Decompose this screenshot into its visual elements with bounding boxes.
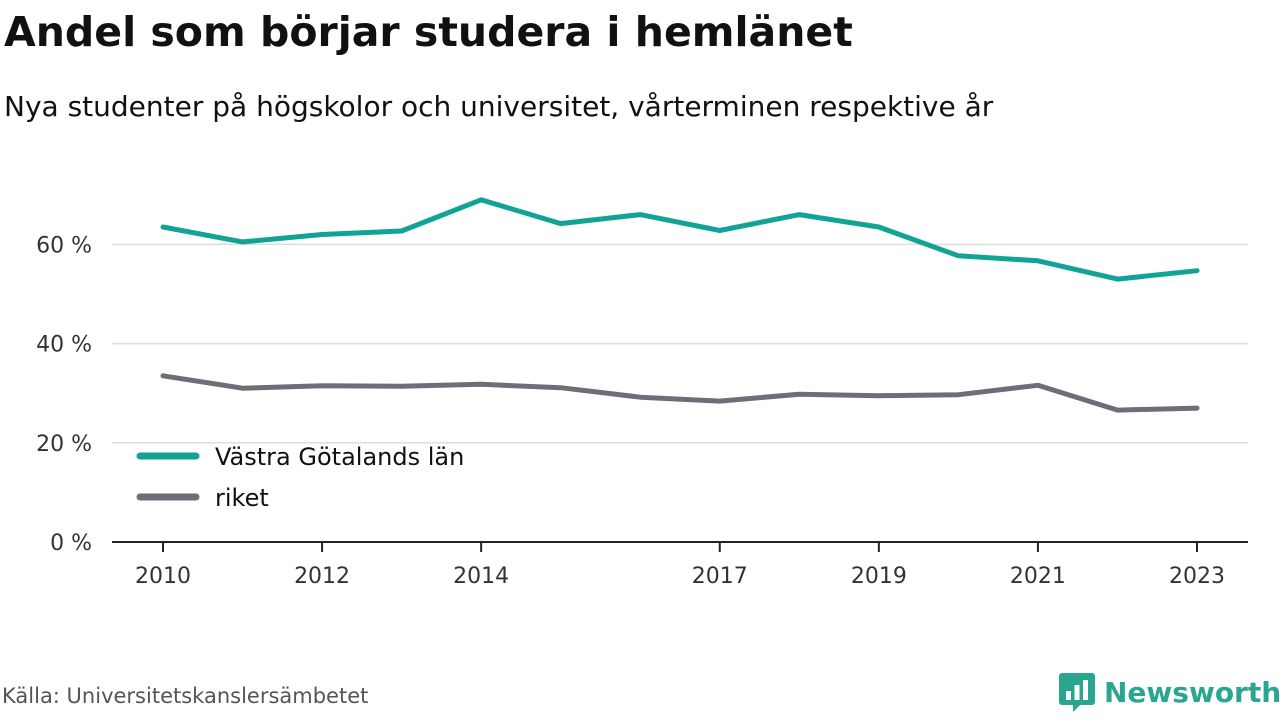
x-tick-label: 2017 [692,564,748,589]
y-tick-label: 20 % [36,432,92,457]
legend: Västra Götalands län riket [136,443,464,512]
x-tick-label: 2014 [453,564,509,589]
newsworthy-logo-icon [1059,673,1095,712]
series-line [160,373,1200,413]
brand-name: Newsworthy [1104,675,1280,709]
x-tick-label: 2019 [851,564,907,589]
chart-subtitle: Nya studenter på högskolor och universit… [4,90,994,123]
x-tick-label: 2021 [1010,564,1066,589]
source-note: Källa: Universitetskanslersämbetet [2,684,369,708]
series-line [160,197,1200,282]
x-tick-label: 2023 [1169,564,1225,589]
y-tick-label: 40 % [36,333,92,358]
chart-title: Andel som börjar studera i hemlänet [4,8,853,56]
x-axis: 2010 2012 2014 2017 2019 2021 2023 [112,541,1248,589]
x-tick-label: 2010 [135,564,191,589]
legend-label: riket [215,484,269,512]
y-tick-label: 60 % [36,233,92,258]
legend-label: Västra Götalands län [215,443,464,471]
y-tick-label: 0 % [50,531,92,556]
brand-logo[interactable]: Newsworthy [1058,670,1280,714]
gridlines [112,243,1248,444]
x-tick-label: 2012 [294,564,350,589]
y-axis: 0 % 20 % 40 % 60 % [36,233,92,556]
series-lines [160,197,1200,413]
